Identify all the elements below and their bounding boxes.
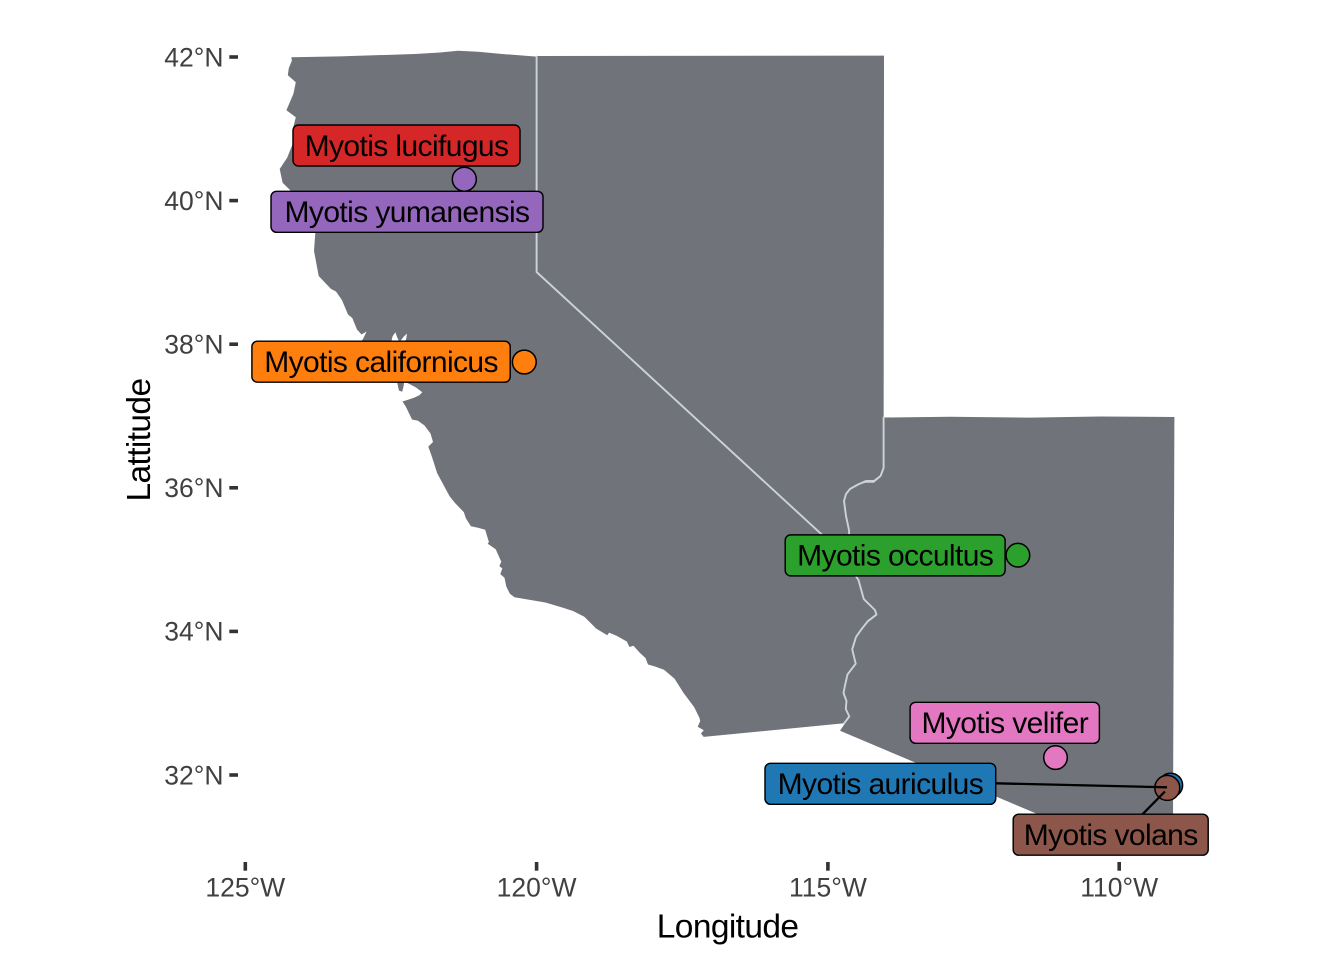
svg-text:Myotis auriculus: Myotis auriculus	[778, 768, 983, 801]
svg-text:36°N: 36°N	[164, 473, 223, 503]
svg-text:Myotis volans: Myotis volans	[1024, 819, 1198, 852]
svg-text:Myotis lucifugus: Myotis lucifugus	[305, 130, 509, 163]
svg-text:Myotis yumanensis: Myotis yumanensis	[285, 196, 530, 229]
svg-text:40°N: 40°N	[164, 186, 223, 216]
svg-text:Myotis velifer: Myotis velifer	[921, 707, 1088, 740]
svg-text:34°N: 34°N	[164, 617, 223, 647]
svg-text:110°W: 110°W	[1080, 872, 1158, 902]
svg-text:Myotis californicus: Myotis californicus	[264, 346, 498, 379]
svg-text:125°W: 125°W	[205, 872, 285, 902]
svg-text:115°W: 115°W	[789, 872, 867, 902]
svg-text:120°W: 120°W	[497, 872, 577, 902]
svg-text:Lattitude: Lattitude	[121, 379, 158, 502]
svg-text:42°N: 42°N	[164, 42, 223, 72]
svg-text:32°N: 32°N	[164, 760, 223, 790]
svg-text:38°N: 38°N	[164, 330, 223, 360]
svg-text:Myotis occultus: Myotis occultus	[797, 540, 993, 573]
svg-text:Longitude: Longitude	[657, 909, 799, 946]
